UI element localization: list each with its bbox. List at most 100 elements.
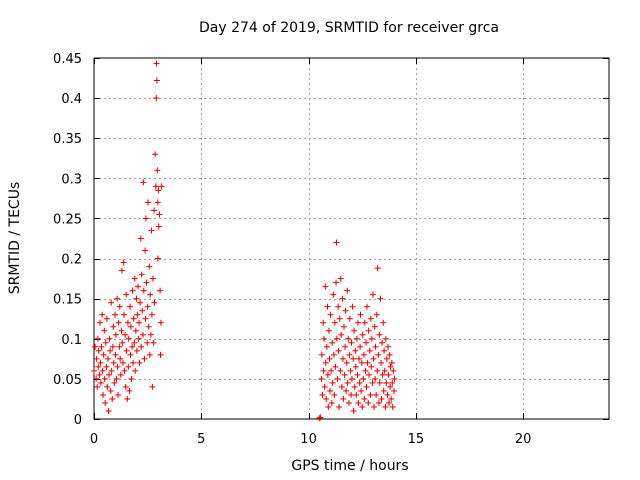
- data-point: [109, 343, 116, 350]
- data-point: [323, 395, 330, 402]
- data-point: [325, 403, 332, 410]
- data-point: [129, 287, 136, 294]
- data-point: [369, 379, 376, 386]
- data-point: [114, 295, 121, 302]
- data-point: [344, 287, 351, 294]
- data-point: [330, 351, 337, 358]
- data-point: [118, 327, 125, 334]
- data-point: [118, 267, 125, 274]
- data-point: [373, 391, 380, 398]
- data-point: [93, 355, 100, 362]
- data-point: [157, 319, 164, 326]
- data-point: [147, 331, 154, 338]
- data-point: [326, 355, 333, 362]
- data-point: [151, 299, 158, 306]
- data-point: [96, 371, 103, 378]
- data-point: [361, 319, 368, 326]
- data-point: [127, 303, 134, 310]
- data-point: [354, 319, 361, 326]
- data-point: [350, 407, 357, 414]
- data-point: [127, 323, 134, 330]
- data-point: [353, 391, 360, 398]
- data-point: [148, 311, 155, 318]
- data-point: [106, 335, 113, 342]
- data-point: [368, 335, 375, 342]
- data-point: [389, 379, 396, 386]
- data-point: [371, 403, 378, 410]
- data-point: [103, 363, 110, 370]
- data-point: [386, 399, 393, 406]
- data-point: [328, 367, 335, 374]
- data-point: [125, 363, 132, 370]
- data-point: [155, 223, 162, 230]
- data-point: [383, 355, 390, 362]
- data-point: [108, 299, 115, 306]
- data-point: [348, 391, 355, 398]
- data-point: [336, 403, 343, 410]
- data-point: [154, 167, 161, 174]
- data-point: [355, 399, 362, 406]
- data-point: [144, 339, 151, 346]
- data-point: [138, 271, 145, 278]
- data-point: [376, 379, 383, 386]
- data-point: [390, 367, 397, 374]
- data-point: [112, 351, 119, 358]
- data-point: [93, 375, 100, 382]
- data-point: [343, 387, 350, 394]
- data-point: [98, 343, 105, 350]
- data-point: [97, 379, 104, 386]
- data-point: [377, 295, 384, 302]
- data-point: [136, 319, 143, 326]
- data-point: [376, 331, 383, 338]
- y-tick-label: 0.45: [53, 52, 82, 67]
- data-point: [116, 303, 123, 310]
- data-point: [332, 363, 339, 370]
- data-point: [321, 335, 328, 342]
- data-point: [105, 407, 112, 414]
- data-point: [329, 379, 336, 386]
- data-point: [351, 327, 358, 334]
- y-tick-label: 0.3: [61, 172, 82, 187]
- data-point: [154, 199, 161, 206]
- data-point: [330, 291, 337, 298]
- data-point: [363, 303, 370, 310]
- data-point: [349, 303, 356, 310]
- data-point: [102, 339, 109, 346]
- data-point: [333, 239, 340, 246]
- data-point: [113, 375, 120, 382]
- chart-title: Day 274 of 2019, SRMTID for receiver grc…: [199, 20, 499, 36]
- data-point: [345, 399, 352, 406]
- data-point: [321, 383, 328, 390]
- data-point: [347, 367, 354, 374]
- data-point: [129, 343, 136, 350]
- data-point: [375, 351, 382, 358]
- data-point: [124, 319, 131, 326]
- data-point: [335, 303, 342, 310]
- data-point: [110, 359, 117, 366]
- y-tick-label: 0.05: [53, 373, 82, 388]
- data-point: [329, 339, 336, 346]
- data-point: [328, 399, 335, 406]
- data-point: [346, 351, 353, 358]
- data-point: [338, 331, 345, 338]
- data-point: [156, 211, 163, 218]
- data-point: [119, 339, 126, 346]
- data-point: [363, 339, 370, 346]
- data-point: [153, 60, 160, 67]
- data-point: [334, 375, 341, 382]
- data-point: [103, 315, 110, 322]
- data-point: [362, 367, 369, 374]
- y-tick-label: 0.35: [53, 132, 82, 147]
- x-tick-labels: 0 5 10 15 20: [90, 432, 532, 447]
- data-point: [150, 275, 157, 282]
- data-point: [342, 307, 349, 314]
- data-point: [139, 331, 146, 338]
- data-point: [366, 371, 373, 378]
- y-tick-label: 0.4: [61, 92, 82, 107]
- data-point: [143, 279, 150, 286]
- data-point: [320, 319, 327, 326]
- data-point: [337, 275, 344, 282]
- data-point: [366, 347, 373, 354]
- data-point: [145, 199, 152, 206]
- data-point: [364, 359, 371, 366]
